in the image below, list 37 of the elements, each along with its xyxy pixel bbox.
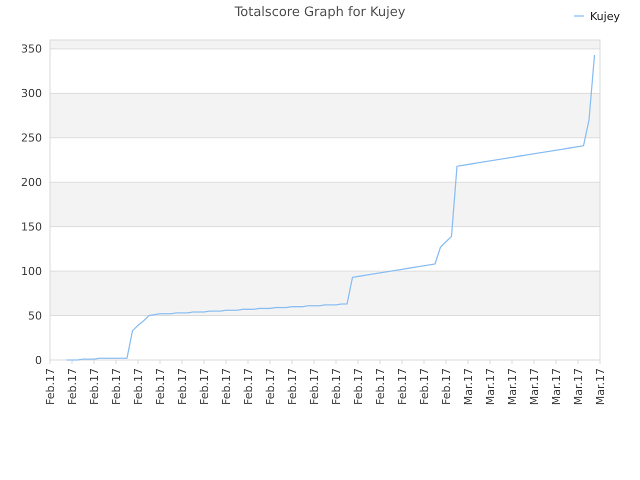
x-tick-label: Mar.17 (594, 368, 607, 406)
y-tick-label: 0 (35, 354, 42, 367)
x-tick-label: Feb.17 (88, 368, 101, 405)
x-tick-label: Mar.17 (506, 368, 519, 406)
x-tick-label: Feb.17 (374, 368, 387, 405)
y-tick-label: 300 (21, 87, 42, 100)
x-tick-label: Feb.17 (396, 368, 409, 405)
x-tick-label: Feb.17 (44, 368, 57, 405)
x-tick-label: Feb.17 (154, 368, 167, 405)
legend-label: Kujey (590, 10, 620, 23)
x-tick-label: Feb.17 (198, 368, 211, 405)
x-tick-label: Feb.17 (264, 368, 277, 405)
x-tick-label: Feb.17 (220, 368, 233, 405)
y-tick-label: 150 (21, 220, 42, 234)
x-tick-label: Feb.17 (330, 368, 343, 405)
x-tick-label: Mar.17 (550, 368, 563, 406)
x-tick-label: Feb.17 (352, 368, 365, 405)
x-tick-label: Feb.17 (440, 368, 453, 405)
x-tick-label: Mar.17 (572, 368, 585, 406)
y-tick-label: 250 (21, 132, 42, 145)
y-tick-label: 100 (21, 264, 42, 278)
chart-title: Totalscore Graph for Kujey (234, 5, 406, 20)
x-tick-label: Feb.17 (242, 368, 255, 405)
x-tick-label: Feb.17 (66, 368, 79, 405)
x-tick-label: Feb.17 (110, 368, 123, 405)
y-tick-label: 50 (28, 309, 42, 322)
x-tick-label: Feb.17 (132, 368, 145, 405)
x-tick-label: Feb.17 (176, 368, 189, 405)
x-tick-label: Feb.17 (418, 368, 431, 405)
x-tick-label: Mar.17 (462, 368, 475, 406)
y-tick-label: 200 (21, 176, 42, 190)
y-tick-label: 350 (21, 42, 42, 56)
x-tick-label: Feb.17 (286, 368, 299, 405)
x-tick-label: Mar.17 (528, 368, 541, 406)
line-series (66, 54, 596, 361)
x-tick-label: Mar.17 (484, 368, 497, 406)
x-tick-label: Feb.17 (308, 368, 321, 405)
